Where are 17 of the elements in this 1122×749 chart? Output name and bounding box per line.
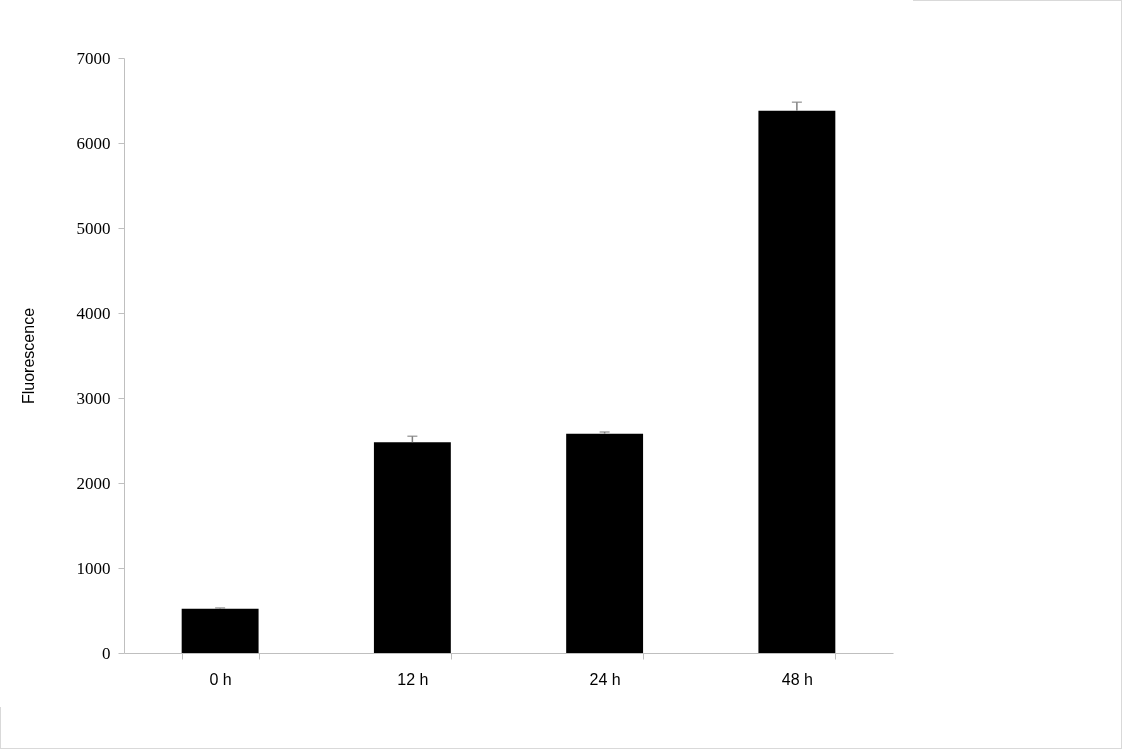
y-tick-label: 5000	[76, 218, 111, 238]
bar	[758, 110, 836, 653]
x-tick-label: 0 h	[209, 670, 232, 688]
x-tick-label: 12 h	[397, 670, 429, 688]
y-tick-label: 0	[102, 643, 111, 663]
bar	[566, 433, 644, 653]
y-tick-label: 7000	[76, 48, 111, 68]
x-tick-label: 48 h	[781, 670, 813, 688]
x-tick-label: 24 h	[589, 670, 621, 688]
y-tick-label: 4000	[76, 303, 111, 323]
y-tick-label: 2000	[76, 473, 111, 493]
bar	[181, 608, 259, 653]
y-tick-label: 1000	[76, 558, 111, 578]
bar	[373, 442, 451, 653]
y-tick-label: 3000	[76, 388, 111, 408]
y-axis-title: Fluorescence	[19, 307, 37, 405]
y-tick-label: 6000	[76, 133, 111, 153]
